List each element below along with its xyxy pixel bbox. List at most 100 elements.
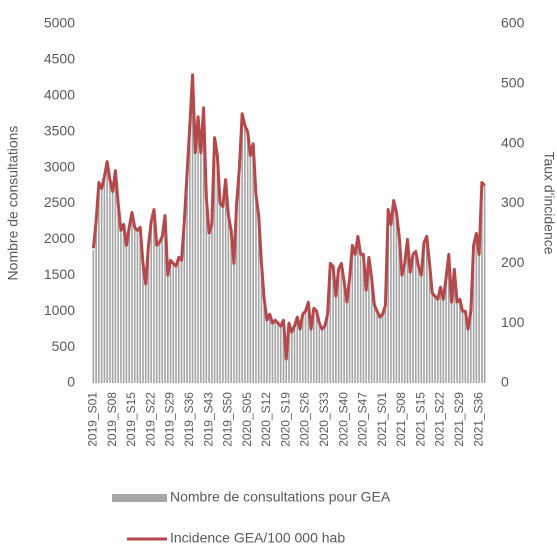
- bar: [255, 196, 257, 383]
- bar: [337, 268, 340, 383]
- bar: [224, 181, 227, 383]
- y-tick-label: 3500: [44, 122, 75, 138]
- bar: [326, 314, 329, 383]
- bar: [194, 153, 197, 383]
- bar: [434, 296, 436, 383]
- bar: [431, 293, 434, 383]
- bar: [293, 325, 296, 383]
- bar: [362, 253, 365, 383]
- bar: [186, 174, 188, 383]
- y2-tick-label: 400: [501, 134, 525, 150]
- legend-swatch: [112, 494, 167, 502]
- bar: [359, 253, 362, 383]
- x-tick-label: 2019_S29: [163, 392, 177, 447]
- bar: [120, 232, 122, 383]
- y-axis-title: Nombre de consultations: [5, 126, 21, 281]
- bar: [368, 257, 370, 383]
- bar: [315, 311, 318, 383]
- x-tick-label: 2019_S50: [221, 392, 235, 447]
- bar: [307, 304, 310, 383]
- bar: [177, 257, 180, 383]
- bar: [106, 164, 108, 383]
- bar: [458, 300, 461, 383]
- bar: [235, 203, 238, 383]
- x-tick-label: 2021_S08: [394, 392, 408, 447]
- bar: [133, 228, 136, 383]
- bar: [288, 321, 290, 383]
- bar: [153, 210, 155, 383]
- x-tick-label: 2020_S33: [317, 392, 331, 447]
- bar: [219, 203, 221, 383]
- bar: [453, 268, 456, 383]
- y-tick-label: 500: [52, 338, 76, 354]
- bar: [131, 214, 133, 383]
- bar: [379, 318, 381, 383]
- legend-label: Incidence GEA/100 000 hab: [170, 530, 345, 546]
- bar: [464, 311, 467, 383]
- bar: [128, 228, 131, 383]
- bar: [268, 314, 271, 383]
- x-tick-label: 2019_S08: [105, 392, 119, 447]
- bar: [384, 304, 387, 383]
- bar: [329, 264, 332, 383]
- bar: [282, 321, 285, 383]
- bar: [230, 232, 232, 383]
- bar: [357, 235, 359, 383]
- bar: [191, 74, 194, 383]
- bar: [155, 246, 158, 383]
- bar: [238, 167, 241, 383]
- bar: [387, 210, 390, 383]
- bar: [346, 304, 348, 383]
- bar: [376, 311, 378, 383]
- bar: [483, 185, 486, 383]
- bar: [249, 156, 252, 383]
- bar: [447, 253, 450, 383]
- bar: [392, 199, 395, 383]
- bar: [445, 278, 447, 383]
- bar: [370, 278, 373, 383]
- y-tick-label: 1500: [44, 266, 75, 282]
- bar: [323, 325, 326, 383]
- bar: [301, 314, 304, 383]
- bar: [365, 289, 367, 383]
- bar: [208, 235, 210, 383]
- bar: [266, 321, 268, 383]
- x-tick-label: 2019_S22: [143, 392, 157, 447]
- bar: [304, 311, 307, 383]
- bar: [470, 311, 472, 383]
- bar: [373, 304, 376, 383]
- bar: [227, 217, 230, 383]
- bar: [144, 286, 147, 383]
- bar: [202, 110, 205, 383]
- y2-tick-label: 600: [501, 15, 525, 31]
- y-tick-label: 4000: [44, 87, 75, 103]
- bar: [103, 178, 106, 383]
- bar: [142, 264, 144, 383]
- bar: [318, 321, 321, 383]
- bar: [420, 275, 423, 383]
- bar: [246, 131, 249, 383]
- x-tick-label: 2019_S36: [182, 392, 196, 447]
- bar: [390, 225, 392, 383]
- bar: [197, 117, 199, 383]
- y-tick-label: 2500: [44, 194, 75, 210]
- bar: [395, 214, 398, 383]
- bar: [244, 128, 246, 383]
- y-tick-label: 0: [67, 374, 75, 390]
- bar: [354, 253, 356, 383]
- y-tick-label: 4500: [44, 51, 75, 67]
- y2-tick-label: 0: [501, 374, 509, 390]
- x-tick-label: 2020_S05: [240, 392, 254, 447]
- x-tick-label: 2021_S01: [375, 392, 389, 447]
- bar: [310, 329, 312, 383]
- bar: [274, 321, 277, 383]
- legend-label: Nombre de consultations pour GEA: [170, 489, 391, 505]
- bar: [180, 260, 183, 383]
- y2-axis-title: Taux d'incidence: [541, 151, 557, 254]
- bar: [183, 221, 186, 383]
- bar: [166, 275, 169, 383]
- bar: [425, 235, 428, 383]
- bar: [139, 228, 142, 383]
- y2-tick-label: 200: [501, 254, 525, 270]
